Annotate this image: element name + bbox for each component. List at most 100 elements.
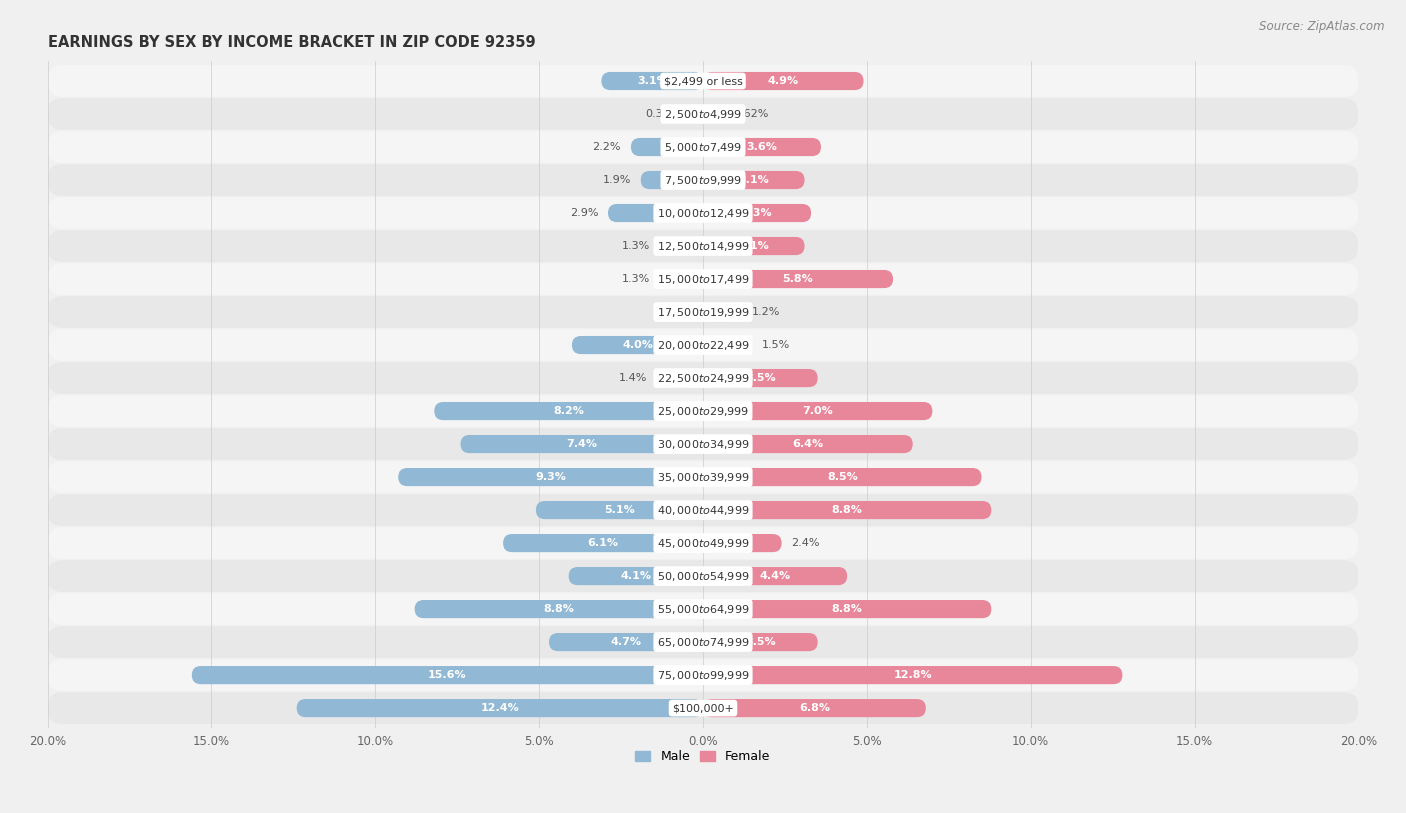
- FancyBboxPatch shape: [703, 336, 752, 354]
- FancyBboxPatch shape: [703, 699, 925, 717]
- FancyBboxPatch shape: [48, 329, 1358, 361]
- FancyBboxPatch shape: [48, 296, 1358, 328]
- Text: $12,500 to $14,999: $12,500 to $14,999: [657, 240, 749, 253]
- FancyBboxPatch shape: [48, 65, 1358, 97]
- FancyBboxPatch shape: [703, 402, 932, 420]
- FancyBboxPatch shape: [703, 171, 804, 189]
- Text: 6.8%: 6.8%: [799, 703, 830, 713]
- FancyBboxPatch shape: [461, 435, 703, 453]
- Text: 8.8%: 8.8%: [832, 505, 863, 515]
- Text: $55,000 to $64,999: $55,000 to $64,999: [657, 602, 749, 615]
- Text: $20,000 to $22,499: $20,000 to $22,499: [657, 338, 749, 351]
- Text: $25,000 to $29,999: $25,000 to $29,999: [657, 405, 749, 418]
- FancyBboxPatch shape: [703, 633, 818, 651]
- FancyBboxPatch shape: [703, 600, 991, 618]
- FancyBboxPatch shape: [703, 138, 821, 156]
- FancyBboxPatch shape: [48, 626, 1358, 658]
- Text: $7,500 to $9,999: $7,500 to $9,999: [664, 173, 742, 186]
- FancyBboxPatch shape: [48, 363, 1358, 394]
- FancyBboxPatch shape: [703, 666, 1122, 685]
- FancyBboxPatch shape: [536, 501, 703, 520]
- Text: 4.7%: 4.7%: [610, 637, 641, 647]
- Text: 3.1%: 3.1%: [738, 241, 769, 251]
- Text: 2.2%: 2.2%: [592, 142, 621, 152]
- Text: 1.5%: 1.5%: [762, 340, 790, 350]
- FancyBboxPatch shape: [572, 336, 703, 354]
- FancyBboxPatch shape: [703, 369, 818, 387]
- Text: 1.2%: 1.2%: [752, 307, 780, 317]
- FancyBboxPatch shape: [48, 494, 1358, 526]
- FancyBboxPatch shape: [568, 567, 703, 585]
- FancyBboxPatch shape: [48, 593, 1358, 625]
- FancyBboxPatch shape: [434, 402, 703, 420]
- FancyBboxPatch shape: [661, 270, 703, 288]
- FancyBboxPatch shape: [703, 105, 723, 123]
- Text: $75,000 to $99,999: $75,000 to $99,999: [657, 668, 749, 681]
- Text: 0.62%: 0.62%: [733, 109, 769, 119]
- Text: 7.0%: 7.0%: [803, 406, 834, 416]
- FancyBboxPatch shape: [703, 303, 742, 321]
- Text: 12.4%: 12.4%: [481, 703, 519, 713]
- FancyBboxPatch shape: [48, 659, 1358, 691]
- FancyBboxPatch shape: [641, 171, 703, 189]
- Text: 7.4%: 7.4%: [567, 439, 598, 449]
- FancyBboxPatch shape: [703, 270, 893, 288]
- Text: EARNINGS BY SEX BY INCOME BRACKET IN ZIP CODE 92359: EARNINGS BY SEX BY INCOME BRACKET IN ZIP…: [48, 35, 536, 50]
- Text: Source: ZipAtlas.com: Source: ZipAtlas.com: [1260, 20, 1385, 33]
- FancyBboxPatch shape: [398, 468, 703, 486]
- FancyBboxPatch shape: [703, 204, 811, 222]
- Text: 2.4%: 2.4%: [792, 538, 820, 548]
- FancyBboxPatch shape: [690, 105, 703, 123]
- FancyBboxPatch shape: [631, 138, 703, 156]
- FancyBboxPatch shape: [297, 699, 703, 717]
- Text: 1.9%: 1.9%: [603, 175, 631, 185]
- Text: 15.6%: 15.6%: [427, 670, 467, 680]
- FancyBboxPatch shape: [415, 600, 703, 618]
- Text: $65,000 to $74,999: $65,000 to $74,999: [657, 636, 749, 649]
- Text: 1.3%: 1.3%: [623, 274, 651, 284]
- Text: 5.8%: 5.8%: [783, 274, 814, 284]
- FancyBboxPatch shape: [703, 72, 863, 90]
- FancyBboxPatch shape: [48, 164, 1358, 196]
- Text: 6.1%: 6.1%: [588, 538, 619, 548]
- FancyBboxPatch shape: [602, 72, 703, 90]
- Text: $45,000 to $49,999: $45,000 to $49,999: [657, 537, 749, 550]
- Text: $2,500 to $4,999: $2,500 to $4,999: [664, 107, 742, 120]
- Text: $40,000 to $44,999: $40,000 to $44,999: [657, 503, 749, 516]
- Text: 12.8%: 12.8%: [893, 670, 932, 680]
- FancyBboxPatch shape: [657, 369, 703, 387]
- FancyBboxPatch shape: [48, 692, 1358, 724]
- FancyBboxPatch shape: [48, 98, 1358, 130]
- Text: $15,000 to $17,499: $15,000 to $17,499: [657, 272, 749, 285]
- FancyBboxPatch shape: [48, 461, 1358, 493]
- Text: 3.5%: 3.5%: [745, 637, 776, 647]
- Text: 1.3%: 1.3%: [623, 241, 651, 251]
- Text: $10,000 to $12,499: $10,000 to $12,499: [657, 207, 749, 220]
- Text: 6.4%: 6.4%: [793, 439, 824, 449]
- FancyBboxPatch shape: [503, 534, 703, 552]
- FancyBboxPatch shape: [48, 230, 1358, 262]
- Text: 8.8%: 8.8%: [832, 604, 863, 614]
- Text: 9.3%: 9.3%: [536, 472, 567, 482]
- Legend: Male, Female: Male, Female: [630, 746, 776, 768]
- FancyBboxPatch shape: [48, 428, 1358, 460]
- Text: 3.6%: 3.6%: [747, 142, 778, 152]
- Text: 8.8%: 8.8%: [543, 604, 574, 614]
- Text: $100,000+: $100,000+: [672, 703, 734, 713]
- FancyBboxPatch shape: [703, 468, 981, 486]
- Text: 8.2%: 8.2%: [553, 406, 583, 416]
- FancyBboxPatch shape: [48, 198, 1358, 229]
- FancyBboxPatch shape: [703, 237, 804, 255]
- FancyBboxPatch shape: [48, 560, 1358, 592]
- FancyBboxPatch shape: [703, 567, 848, 585]
- FancyBboxPatch shape: [703, 501, 991, 520]
- FancyBboxPatch shape: [703, 534, 782, 552]
- Text: $17,500 to $19,999: $17,500 to $19,999: [657, 306, 749, 319]
- Text: 4.1%: 4.1%: [620, 571, 651, 581]
- Text: $50,000 to $54,999: $50,000 to $54,999: [657, 570, 749, 583]
- Text: $35,000 to $39,999: $35,000 to $39,999: [657, 471, 749, 484]
- Text: $30,000 to $34,999: $30,000 to $34,999: [657, 437, 749, 450]
- FancyBboxPatch shape: [548, 633, 703, 651]
- FancyBboxPatch shape: [661, 237, 703, 255]
- FancyBboxPatch shape: [48, 395, 1358, 427]
